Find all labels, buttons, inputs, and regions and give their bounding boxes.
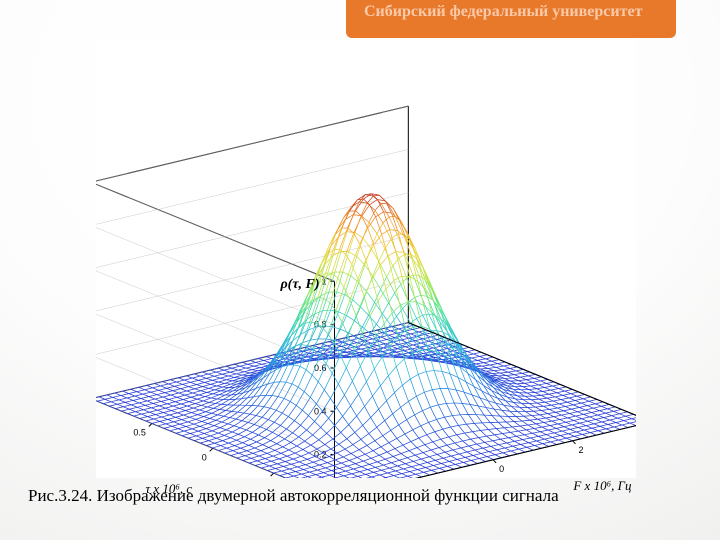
svg-text:0.5: 0.5 xyxy=(133,428,146,438)
svg-text:0: 0 xyxy=(499,464,504,474)
surface-plot-3d: 00.20.40.60.81-4-2024-1-0.500.51 xyxy=(96,38,636,478)
svg-text:0: 0 xyxy=(202,452,207,462)
svg-text:2: 2 xyxy=(578,445,583,455)
z-axis-title: ρ(τ, F) xyxy=(280,277,319,293)
figure-caption: Рис.3.24. Изображение двумерной автокорр… xyxy=(28,486,559,506)
x-axis-title: F x 10⁶, Гц xyxy=(573,478,631,494)
university-header-tab: Сибирский федеральный университет xyxy=(346,0,676,38)
svg-text:-0.5: -0.5 xyxy=(252,477,268,478)
